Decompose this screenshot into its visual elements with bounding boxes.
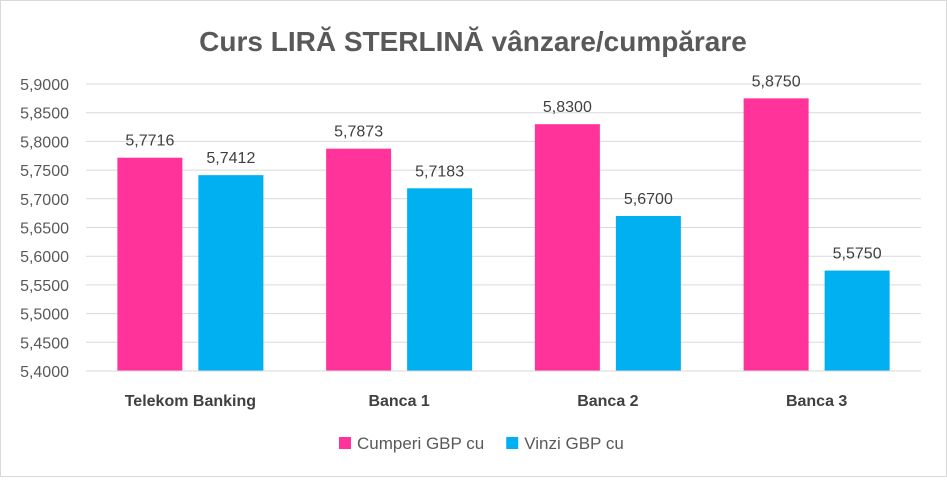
y-axis-tick-labels: 5,4000 5,4500 5,5000 5,5500 5,6000 5,6500 5,70… — [20, 77, 69, 381]
bar-vinzi-1 — [407, 188, 473, 371]
legend-label: Cumperi GBP cu — [357, 434, 484, 453]
legend: Cumperi GBP cu Vinzi GBP cu — [339, 434, 624, 453]
data-label: 5,5750 — [833, 246, 882, 263]
x-tick-label: Banca 3 — [786, 393, 847, 410]
y-tick-label: 5,6500 — [20, 221, 69, 238]
legend-label: Vinzi GBP cu — [524, 434, 624, 453]
bar-cumperi-3 — [743, 98, 809, 371]
y-tick-label: 5,9000 — [20, 77, 69, 94]
bar-cumperi-2 — [534, 124, 600, 372]
y-tick-label: 5,8500 — [20, 106, 69, 123]
legend-swatch — [506, 437, 519, 449]
data-label: 5,8750 — [752, 73, 801, 90]
y-tick-label: 5,5500 — [20, 278, 69, 295]
data-label: 5,8300 — [543, 99, 592, 116]
bar-vinzi-0 — [198, 175, 264, 371]
y-tick-label: 5,4500 — [20, 335, 69, 352]
data-label: 5,7716 — [125, 133, 174, 150]
x-axis-tick-labels: Telekom Banking Banca 1 Banca 2 Banca 3 — [125, 393, 848, 410]
y-tick-label: 5,4000 — [20, 364, 69, 381]
legend-swatch — [339, 437, 351, 449]
chart-title: Curs LIRĂ STERLINĂ vânzare/cumpărare — [199, 26, 747, 57]
x-tick-label: Telekom Banking — [125, 393, 256, 410]
y-tick-label: 5,5000 — [20, 307, 69, 324]
bar-vinzi-2 — [615, 216, 681, 371]
data-label: 5,7183 — [415, 163, 464, 180]
x-tick-label: Banca 1 — [368, 393, 429, 410]
y-tick-label: 5,8000 — [20, 134, 69, 151]
y-tick-label: 5,6000 — [20, 249, 69, 266]
data-label: 5,7873 — [334, 124, 383, 141]
data-label: 5,7412 — [206, 150, 255, 167]
bar-vinzi-3 — [824, 270, 890, 371]
bars — [117, 98, 890, 372]
bar-cumperi-1 — [326, 148, 392, 371]
data-labels: 5,7716 5,7412 5,7873 5,7183 5,8300 5,6700 5,87… — [125, 73, 881, 262]
data-label: 5,6700 — [624, 191, 673, 208]
bar-cumperi-0 — [117, 157, 183, 371]
x-tick-label: Banca 2 — [577, 393, 638, 410]
y-tick-label: 5,7500 — [20, 163, 69, 180]
y-tick-label: 5,7000 — [20, 192, 69, 209]
